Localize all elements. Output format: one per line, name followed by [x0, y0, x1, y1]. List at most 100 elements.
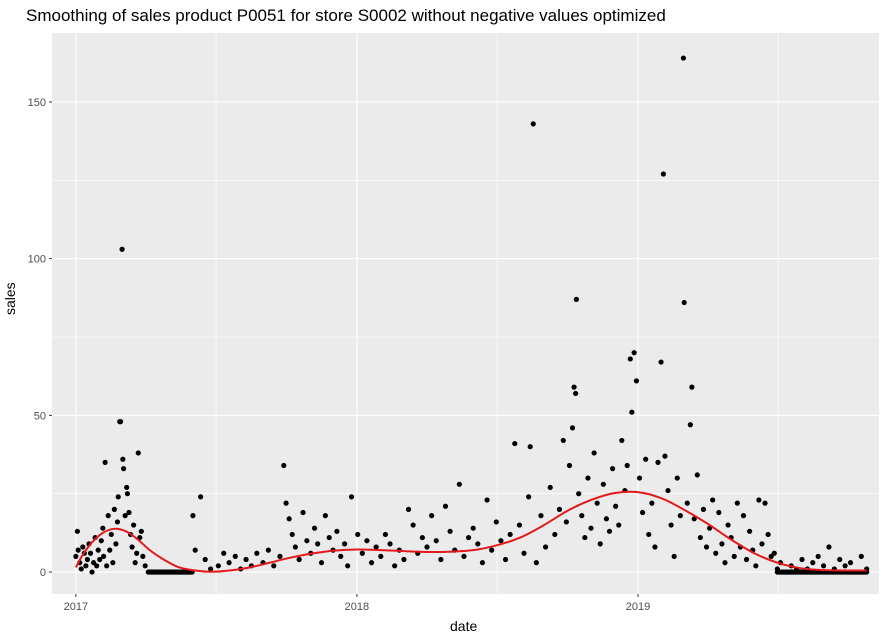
data-point: [603, 516, 610, 522]
data-point: [110, 560, 116, 566]
data-point: [283, 500, 289, 506]
data-point: [447, 528, 453, 534]
data-point: [660, 171, 666, 177]
data-point: [111, 506, 117, 512]
data-point: [627, 356, 633, 362]
data-point: [600, 481, 606, 487]
data-point: [429, 513, 435, 519]
data-point: [743, 556, 750, 563]
data-point: [631, 350, 637, 356]
x-axis-title: date: [450, 618, 478, 634]
data-point: [382, 531, 389, 538]
data-point: [265, 547, 271, 553]
data-point: [138, 528, 144, 534]
data-point: [120, 456, 126, 462]
data-point: [556, 506, 563, 512]
data-point: [392, 563, 398, 569]
plot-panel: [52, 33, 879, 594]
data-point: [359, 550, 365, 556]
data-point: [296, 556, 302, 563]
data-point: [538, 513, 544, 519]
data-point: [277, 553, 283, 559]
data-point: [140, 553, 146, 559]
data-point: [547, 484, 553, 491]
data-point: [837, 556, 843, 563]
data-point: [271, 563, 277, 569]
data-point: [215, 563, 221, 569]
points-layer: [73, 55, 870, 575]
data-point: [571, 384, 577, 390]
data-point: [190, 513, 196, 519]
data-point: [665, 487, 671, 494]
data-point: [122, 513, 128, 519]
data-point: [842, 563, 848, 569]
data-point: [668, 522, 674, 528]
data-point: [697, 534, 703, 541]
data-point: [815, 553, 821, 559]
data-point: [364, 538, 370, 544]
data-point: [121, 466, 127, 472]
data-point: [198, 494, 204, 500]
data-point: [355, 531, 361, 538]
data-point: [108, 531, 114, 538]
data-point: [710, 497, 716, 503]
data-point: [636, 475, 643, 481]
data-point: [585, 475, 591, 481]
data-point: [475, 541, 481, 547]
data-point: [569, 425, 576, 431]
data-point: [731, 553, 737, 559]
data-point: [759, 541, 765, 547]
data-point: [433, 538, 439, 544]
x-tick-labels: 2017 2018 2019: [64, 594, 650, 613]
data-point: [684, 500, 690, 506]
data-point: [820, 563, 827, 569]
data-point: [342, 541, 348, 547]
data-point: [129, 544, 135, 550]
y-tick-label: 100: [28, 254, 46, 266]
data-point: [530, 121, 536, 127]
data-point: [629, 409, 635, 415]
data-point: [401, 556, 407, 563]
data-point: [410, 522, 416, 528]
data-point: [456, 481, 462, 487]
data-point: [858, 553, 864, 559]
data-point: [616, 522, 622, 528]
data-point: [516, 522, 523, 528]
x-tick-label: 2017: [64, 601, 88, 613]
data-point: [345, 563, 351, 569]
data-point: [87, 550, 94, 556]
data-point: [95, 547, 101, 553]
data-point: [232, 553, 238, 559]
data-point: [507, 531, 513, 538]
data-point: [691, 516, 697, 522]
data-point: [119, 246, 125, 252]
data-point: [573, 390, 579, 397]
data-point: [226, 560, 232, 566]
data-point: [694, 472, 700, 478]
data-point: [799, 556, 805, 563]
smooth-line: [74, 490, 867, 573]
data-point: [521, 550, 527, 556]
data-point: [124, 484, 130, 491]
data-point: [719, 541, 725, 547]
data-point: [315, 541, 321, 547]
data-point: [526, 494, 532, 500]
data-point: [105, 513, 111, 519]
data-point: [597, 541, 603, 547]
data-point: [254, 550, 260, 556]
data-point: [771, 550, 777, 556]
data-point: [725, 522, 731, 528]
data-point: [292, 544, 298, 550]
data-point: [762, 500, 768, 506]
data-point: [97, 556, 103, 563]
data-point: [560, 437, 566, 444]
data-point: [563, 519, 569, 525]
data-point: [74, 528, 81, 534]
smooth-line-layer: [74, 490, 867, 573]
data-point: [493, 519, 499, 525]
data-point: [606, 528, 613, 534]
data-point: [533, 560, 539, 566]
data-point: [304, 538, 310, 544]
data-point: [498, 538, 504, 544]
data-point: [221, 550, 227, 556]
